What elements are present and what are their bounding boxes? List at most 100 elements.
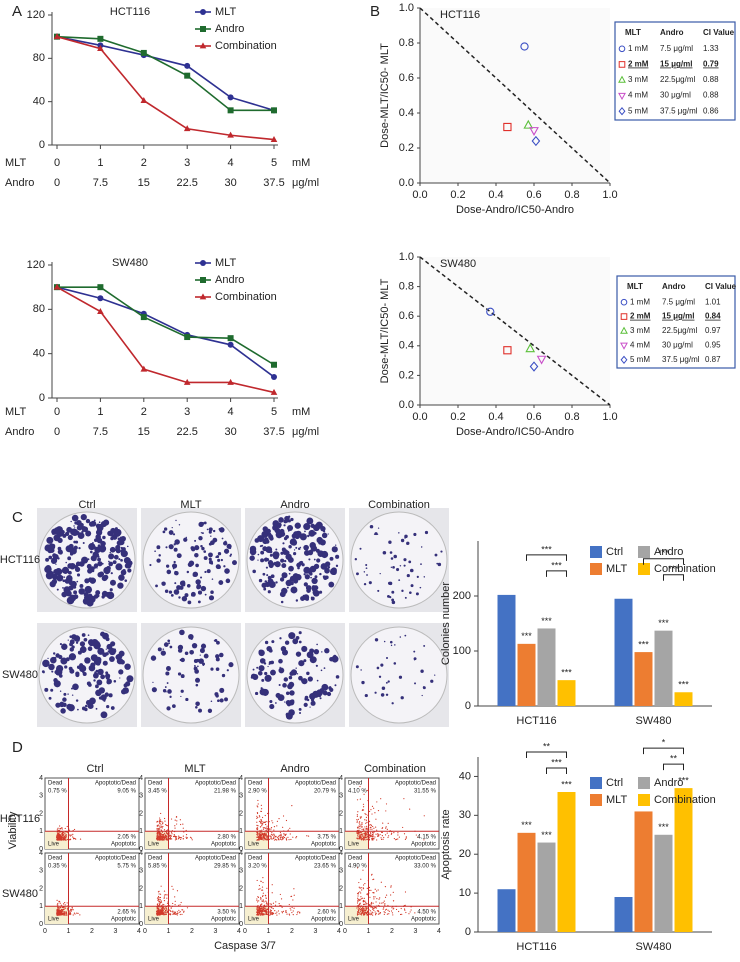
- event: [266, 911, 268, 913]
- bar: [674, 788, 693, 932]
- event: [166, 894, 168, 896]
- colony: [89, 550, 93, 554]
- event: [357, 893, 359, 895]
- colony: [434, 674, 436, 676]
- significance: ***: [541, 830, 552, 840]
- event: [160, 900, 162, 902]
- colony: [387, 680, 390, 683]
- colony: [203, 550, 207, 553]
- x-tick-label: 0.8: [564, 411, 579, 423]
- colony: [97, 557, 101, 562]
- event: [358, 829, 360, 831]
- dish: [142, 511, 240, 609]
- colony: [195, 701, 200, 707]
- colony: [118, 650, 125, 657]
- event: [259, 898, 262, 900]
- colony: [127, 560, 133, 566]
- significance: ***: [521, 820, 532, 830]
- colony: [59, 643, 62, 646]
- colony: [151, 687, 157, 693]
- event: [292, 910, 294, 912]
- point: [271, 373, 277, 380]
- event: [264, 827, 266, 829]
- colony: [403, 564, 406, 567]
- colony: [207, 708, 213, 713]
- point: [227, 378, 234, 385]
- column-label: MLT: [184, 763, 205, 775]
- colony: [102, 535, 106, 540]
- colony: [164, 527, 168, 531]
- colony: [105, 570, 109, 575]
- colony: [105, 675, 110, 680]
- table-cell: 15 μg/ml: [660, 60, 692, 69]
- event: [376, 839, 378, 841]
- y-tick-label: 3: [239, 793, 243, 800]
- x-tick-label: 0.2: [450, 189, 465, 201]
- legend-label: Combination: [215, 40, 277, 52]
- colony: [413, 659, 416, 661]
- x-tick-label: 3: [314, 928, 318, 935]
- y-tick-label: 200: [453, 590, 471, 602]
- event: [259, 835, 261, 838]
- colony: [87, 646, 93, 652]
- x-tick-label: 30: [224, 177, 236, 189]
- legend-label: Andro: [215, 23, 244, 35]
- legend-label: Combination: [654, 563, 716, 575]
- colony: [201, 522, 203, 524]
- colony: [224, 568, 230, 574]
- colony: [293, 578, 299, 584]
- event: [262, 908, 265, 910]
- quadrant-name: Dead: [248, 781, 262, 787]
- event: [257, 832, 259, 834]
- significance: ***: [658, 822, 669, 832]
- y-tick-label: 4: [39, 775, 43, 782]
- event: [64, 832, 66, 835]
- event: [292, 899, 294, 901]
- event: [375, 833, 377, 835]
- event: [175, 838, 178, 840]
- event: [369, 904, 371, 906]
- quadrant-name: Live: [148, 917, 160, 923]
- event: [73, 912, 75, 914]
- event: [262, 913, 264, 916]
- event: [162, 825, 164, 828]
- event: [291, 805, 293, 807]
- event: [291, 906, 293, 909]
- colony: [403, 558, 407, 562]
- table-cell: 0.84: [705, 312, 721, 321]
- event: [278, 818, 280, 820]
- colony: [335, 675, 340, 679]
- event: [258, 815, 260, 817]
- event: [280, 898, 283, 900]
- colony: [57, 537, 63, 544]
- colony: [270, 574, 275, 579]
- colony: [262, 538, 269, 545]
- event: [260, 808, 263, 810]
- event: [72, 914, 74, 916]
- bar: [497, 594, 516, 706]
- event: [257, 825, 259, 827]
- colony: [109, 551, 111, 554]
- event: [162, 911, 164, 913]
- event: [265, 895, 267, 897]
- colony: [312, 534, 315, 537]
- colony: [385, 681, 388, 684]
- colony: [89, 697, 96, 705]
- event: [364, 903, 366, 905]
- event: [391, 907, 393, 909]
- colony: [79, 561, 85, 567]
- event: [157, 912, 159, 914]
- colony: [168, 544, 174, 550]
- table-cell: 7.5 μg/ml: [660, 44, 693, 53]
- event: [377, 909, 379, 912]
- colony: [264, 672, 267, 674]
- colony: [304, 574, 310, 580]
- event: [163, 913, 165, 915]
- colony: [194, 545, 200, 551]
- event: [293, 894, 295, 896]
- colony: [292, 638, 299, 645]
- event: [361, 914, 363, 916]
- event: [362, 913, 365, 915]
- event: [265, 823, 267, 826]
- event: [359, 887, 361, 889]
